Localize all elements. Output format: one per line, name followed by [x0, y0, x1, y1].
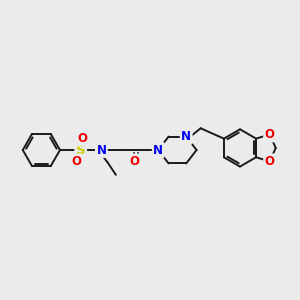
Text: O: O	[78, 132, 88, 145]
Text: N: N	[153, 143, 163, 157]
Text: O: O	[265, 128, 275, 141]
Text: N: N	[181, 130, 191, 143]
Text: O: O	[130, 155, 140, 168]
Text: O: O	[265, 155, 275, 168]
Text: N: N	[96, 143, 106, 157]
Text: S: S	[76, 143, 86, 157]
Text: O: O	[72, 155, 82, 168]
